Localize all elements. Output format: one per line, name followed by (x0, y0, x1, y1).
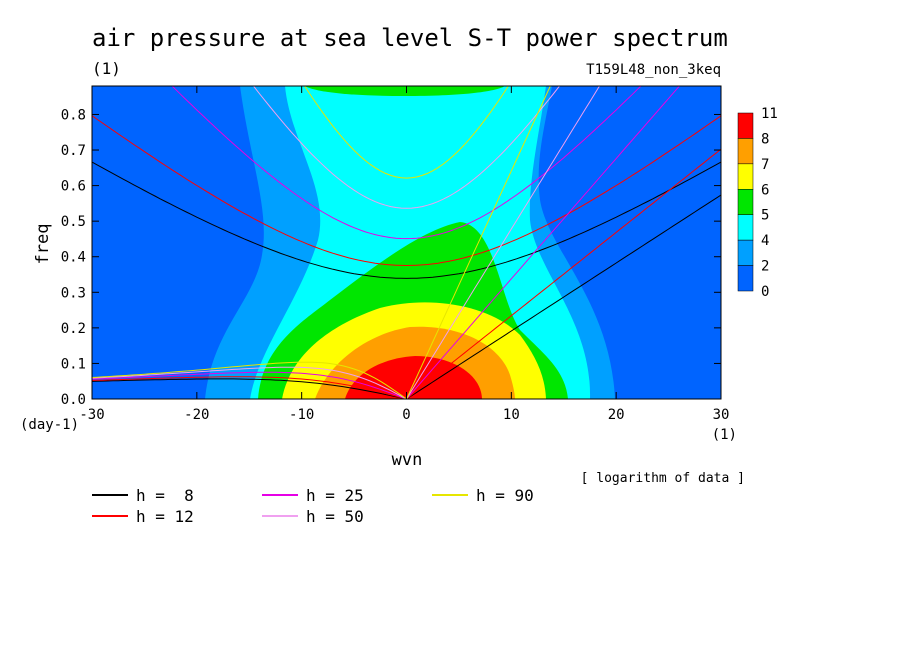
y-tick-label: 0.1 (61, 356, 86, 372)
dispersion-curve (406, 148, 721, 399)
dispersion-curve (304, 86, 509, 179)
colorbar-label: 5 (761, 208, 769, 224)
y-tick-label: 0.6 (61, 179, 86, 195)
colorbar-swatch (737, 239, 754, 266)
legend-label: h = 90 (476, 486, 534, 505)
colorbar-label: 0 (761, 284, 769, 300)
dispersion-curve (92, 361, 407, 399)
colorbar-label: 4 (761, 233, 769, 249)
y-tick-label: 0.3 (61, 285, 86, 301)
x-tick-label: 0 (402, 407, 410, 423)
x-tick-label: 30 (713, 407, 730, 423)
colorbar-swatch (737, 163, 754, 190)
legend-label: h = 25 (306, 486, 364, 505)
y-unit-label: (day-1) (20, 417, 79, 433)
colorbar-swatch (737, 112, 754, 139)
dispersion-curve (92, 378, 407, 399)
colorbar-label: 7 (761, 157, 769, 173)
legend-label: h = 50 (306, 507, 364, 526)
data-note: [ logarithm of data ] (581, 471, 745, 486)
dispersion-curve (92, 366, 407, 399)
dispersion-curve (92, 115, 721, 267)
contour-fill (92, 86, 721, 399)
dispersion-curve (171, 86, 642, 240)
dispersion-curve (92, 371, 407, 399)
contour-top-green (305, 86, 505, 96)
y-axis-title: freq (33, 224, 53, 265)
x-unit-label: (1) (712, 427, 737, 443)
y-tick-label: 0.8 (61, 107, 86, 123)
colorbar-swatch (737, 214, 754, 241)
colorbar-label: 8 (761, 131, 769, 147)
dispersion-curve (252, 86, 561, 209)
dispersion-curve (406, 194, 721, 399)
x-tick-label: 20 (608, 407, 625, 423)
dispersion-curves (92, 86, 721, 399)
dispersion-curve (406, 86, 681, 399)
y-tick-label: 0.7 (61, 143, 86, 159)
x-tick-label: -30 (79, 407, 104, 423)
colorbar-label: 11 (761, 106, 778, 122)
y-tick-label: 0.5 (61, 214, 86, 230)
chart-subtitle-right: T159L48_non_3keq (586, 62, 721, 78)
y-tick-label: 0.0 (61, 392, 86, 408)
dispersion-curve (92, 161, 721, 279)
colorbar-label: 2 (761, 259, 769, 275)
x-tick-label: -10 (289, 407, 314, 423)
colorbar-swatch (737, 189, 754, 215)
x-axis-title: wvn (392, 450, 423, 470)
colorbar: 11 8 7 6 5 4 2 0 (737, 106, 778, 300)
chart-subtitle-left: (1) (92, 59, 121, 78)
x-tick-label: 10 (503, 407, 520, 423)
colorbar-label: 6 (761, 182, 769, 198)
colorbar-swatch (737, 265, 754, 292)
legend-label: h = 12 (136, 507, 194, 526)
colorbar-swatch (737, 138, 754, 165)
y-axis: 0.0 0.1 0.2 0.3 0.4 0.5 0.6 0.7 0.8 (61, 107, 721, 408)
dispersion-curve (406, 86, 551, 399)
dispersion-curve (406, 86, 601, 399)
y-tick-label: 0.2 (61, 321, 86, 337)
dispersion-legend: h = 8 h = 12 h = 25 h = 50 h = 90 (92, 486, 534, 526)
x-tick-label: -20 (184, 407, 209, 423)
dispersion-curve (92, 376, 407, 399)
y-tick-label: 0.4 (61, 250, 86, 266)
legend-label: h = 8 (136, 486, 194, 505)
x-axis: -30 -20 -10 0 10 20 30 (79, 86, 729, 423)
chart-title: air pressure at sea level S-T power spec… (92, 24, 728, 52)
